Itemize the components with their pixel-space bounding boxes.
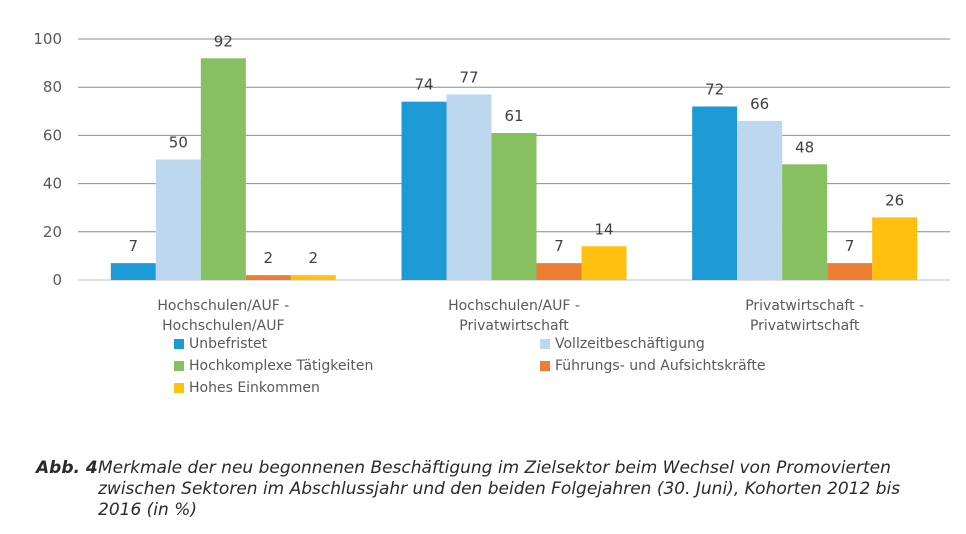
legend-label: Unbefristet [189, 336, 268, 352]
bar [110, 263, 156, 280]
y-tick-label: 60 [43, 126, 62, 144]
y-tick-label: 0 [52, 271, 62, 289]
category-label: Privatwirtschaft [459, 318, 569, 334]
bar [290, 275, 336, 280]
bar [872, 217, 918, 280]
y-axis-ticks: 0 20 40 60 80 100 [33, 30, 62, 289]
category-labels: Hochschulen/AUF - Hochschulen/AUF Hochschu… [157, 298, 864, 334]
legend-item: Hohes Einkommen [174, 380, 320, 396]
bar [536, 263, 582, 280]
caption-text: Merkmale der neu begonnenen Beschäftigun… [98, 458, 901, 520]
bar [782, 164, 828, 280]
bar [737, 120, 783, 280]
bar [401, 101, 447, 280]
category-label: Privatwirtschaft - [745, 298, 864, 314]
data-labels: 7 50 92 2 2 74 77 61 7 14 72 66 48 7 26 [129, 32, 905, 267]
legend-label: Führungs- und Aufsichtskräfte [555, 358, 766, 374]
bar [245, 275, 291, 280]
legend-item: Unbefristet [174, 336, 267, 352]
data-label: 50 [169, 134, 188, 152]
y-tick-label: 100 [33, 30, 62, 48]
legend-item: Hochkomplexe Tätigkeiten [174, 358, 373, 374]
bar [155, 159, 201, 280]
legend-label: Hohes Einkommen [189, 380, 320, 396]
data-label: 66 [750, 95, 769, 113]
bar [491, 132, 537, 280]
data-label: 26 [885, 191, 904, 209]
data-label: 77 [459, 68, 478, 86]
caption-lead: Abb. 4 [36, 458, 98, 478]
bar-chart: 0 20 40 60 80 100 7 50 92 2 2 74 77 61 7 14 72 66 48 7 26 H… [33, 30, 950, 334]
category-label: Hochschulen/AUF - [157, 298, 289, 314]
y-tick-label: 20 [43, 223, 62, 241]
legend-swatch [540, 361, 550, 371]
data-label: 2 [264, 249, 274, 267]
legend-label: Vollzeitbeschäftigung [555, 336, 705, 352]
legend-item: Führungs- und Aufsichtskräfte [540, 358, 765, 374]
legend-item: Vollzeitbeschäftigung [540, 336, 705, 352]
data-label: 7 [129, 237, 139, 255]
bars [110, 58, 918, 281]
bar [200, 58, 246, 280]
category-label: Hochschulen/AUF - [448, 298, 580, 314]
data-label: 72 [705, 80, 724, 98]
legend-swatch [174, 339, 184, 349]
data-label: 61 [504, 107, 523, 125]
bar [692, 106, 738, 280]
legend-swatch [540, 339, 550, 349]
bar [581, 246, 627, 280]
data-label: 92 [214, 32, 233, 50]
data-label: 14 [594, 220, 613, 238]
data-label: 7 [845, 237, 855, 255]
legend-swatch [174, 383, 184, 393]
legend-swatch [174, 361, 184, 371]
category-label: Privatwirtschaft [750, 318, 860, 334]
data-label: 74 [414, 76, 433, 94]
bar [446, 94, 492, 281]
data-label: 2 [309, 249, 319, 267]
y-tick-label: 40 [43, 175, 62, 193]
bar [827, 263, 873, 280]
y-tick-label: 80 [43, 78, 62, 96]
legend-label: Hochkomplexe Tätigkeiten [189, 358, 374, 374]
data-label: 48 [795, 138, 814, 156]
category-label: Hochschulen/AUF [162, 318, 284, 334]
data-label: 7 [554, 237, 564, 255]
